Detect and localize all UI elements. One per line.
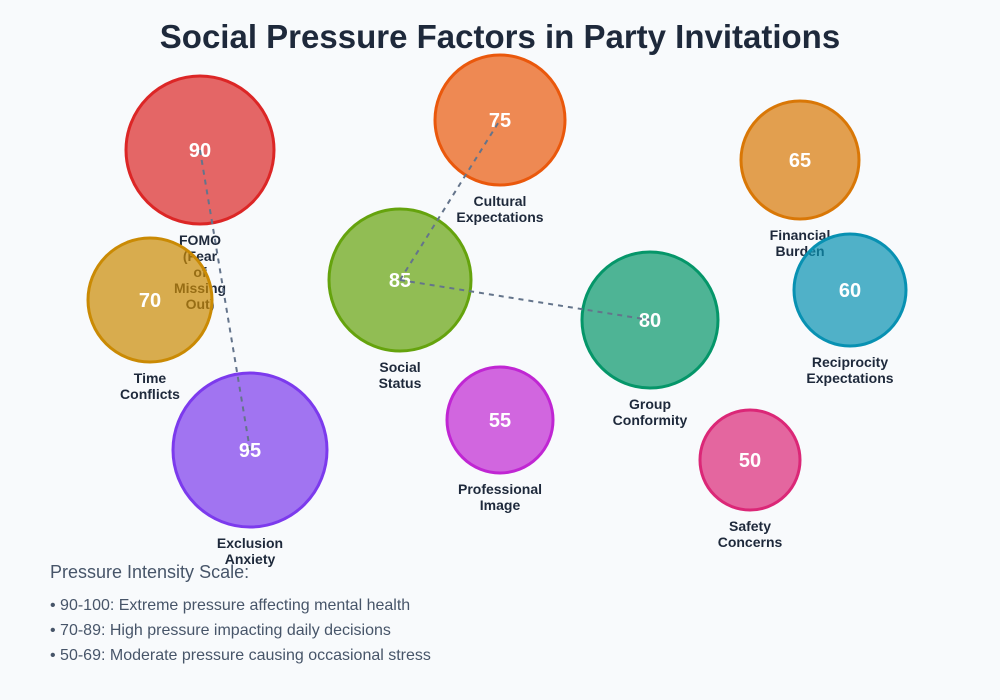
legend-title: Pressure Intensity Scale: [50, 562, 250, 582]
bubble-label: Expectations [456, 209, 543, 225]
bubble-value: 75 [489, 110, 511, 132]
bubble-safety [698, 408, 802, 512]
bubble-label: Cultural [474, 193, 527, 209]
bubble-label: Conflicts [120, 386, 180, 402]
bubble-label: Concerns [718, 534, 783, 550]
bubble-cultural [433, 53, 567, 187]
bubble-label: Social [379, 359, 420, 375]
bubble-reciprocity [792, 232, 908, 348]
bubble-label: Group [629, 396, 671, 412]
connector-line [399, 119, 501, 281]
bubble-label: Time [134, 370, 167, 386]
bubble-professional [445, 365, 555, 475]
connector-line [199, 149, 251, 451]
legend-item: • 70-89: High pressure impacting daily d… [50, 622, 391, 639]
bubble-value: 70 [139, 290, 161, 312]
bubble-label: Reciprocity [812, 354, 888, 370]
bubble-value: 95 [239, 440, 261, 462]
connector-line [399, 279, 651, 321]
bubble-label: Anxiety [225, 551, 276, 567]
bubble-label: Professional [458, 481, 542, 497]
bubble-label: Expectations [806, 370, 893, 386]
legend: Pressure Intensity Scale: • 90-100: Extr… [50, 562, 431, 668]
bubble-value: 80 [639, 310, 661, 332]
bubble-value: 60 [839, 280, 861, 302]
bubble-value: 55 [489, 410, 511, 432]
bubble-label: Conformity [613, 412, 688, 428]
bubble-label: Safety [729, 518, 771, 534]
bubble-label: Status [379, 375, 422, 391]
bubble-financial [739, 99, 861, 221]
page-title: Social Pressure Factors in Party Invitat… [159, 18, 841, 55]
bubble-value: 65 [789, 150, 811, 172]
bubble-time [86, 236, 214, 364]
bubble-label: Image [480, 497, 521, 513]
bubble-label: Financial [770, 227, 831, 243]
bubble-label: Exclusion [217, 535, 283, 551]
legend-item: • 50-69: Moderate pressure causing occas… [50, 647, 431, 664]
bubble-value: 50 [739, 450, 761, 472]
bubble-label: FOMO [179, 232, 221, 248]
legend-item: • 90-100: Extreme pressure affecting men… [50, 597, 411, 614]
